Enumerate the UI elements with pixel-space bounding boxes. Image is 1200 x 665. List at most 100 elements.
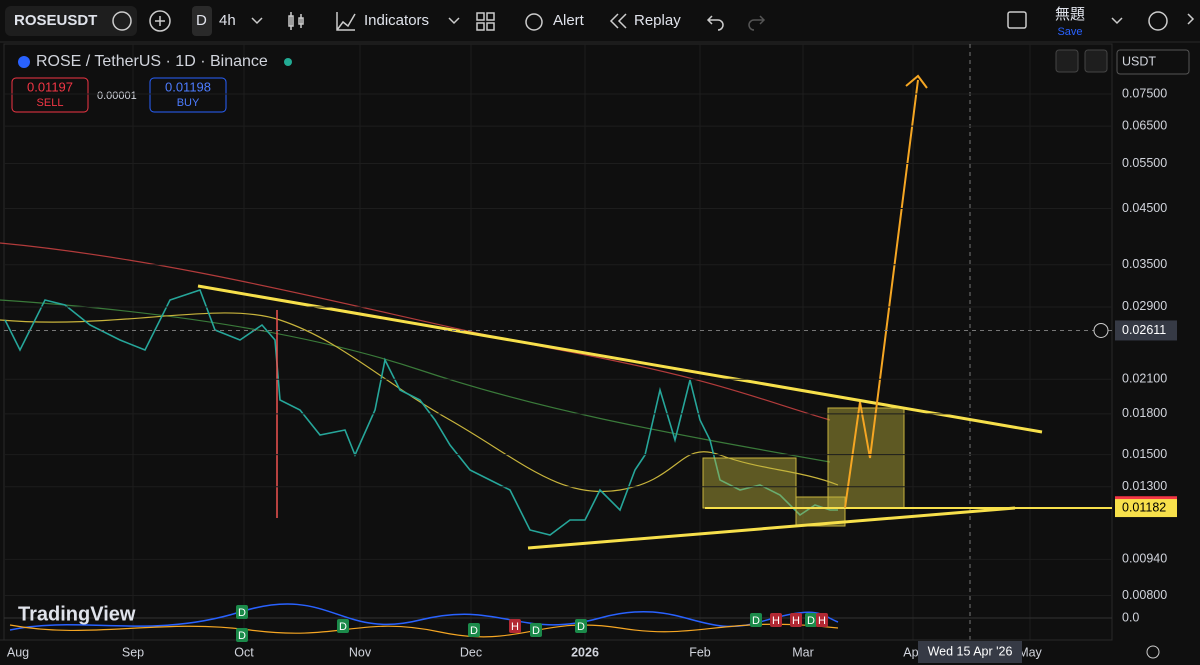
icon[interactable] [448, 17, 460, 25]
price-tick-label: 0.02900 [1122, 299, 1167, 313]
time-cursor-badge [918, 641, 1022, 663]
signal: H [772, 615, 780, 627]
pane [3, 43, 1113, 641]
crosshair-badge [1115, 320, 1177, 341]
icon[interactable] [609, 13, 627, 29]
level-label: 0.01182 [1122, 500, 1166, 514]
price-tick-label: 0.06500 [1122, 118, 1167, 132]
legend-title: ROSE / TetherUS · 1D · Binance [36, 53, 268, 70]
add-symbol[interactable] [149, 10, 171, 32]
layout-name[interactable]: 無題 [1055, 6, 1085, 23]
interval-box[interactable] [192, 6, 212, 36]
undo[interactable] [706, 15, 724, 31]
save[interactable]: Save [1057, 26, 1082, 38]
alert[interactable]: Alert [553, 12, 585, 29]
time-axis [0, 639, 1160, 659]
templates[interactable] [476, 12, 495, 31]
time-label: Dec [460, 645, 482, 659]
watermark: TradingView [18, 603, 136, 625]
price-tick-label: 0.01300 [1122, 479, 1167, 493]
buy-button[interactable] [149, 77, 227, 113]
price-tick-label: 0.03500 [1122, 257, 1167, 271]
signal-badge [805, 613, 817, 627]
signal: H [792, 615, 800, 627]
chart-type[interactable] [288, 12, 304, 30]
signal-badge [750, 613, 762, 627]
price-tick-label: 0.00800 [1122, 588, 1167, 602]
signal-badge [790, 613, 802, 627]
range-box [702, 457, 797, 509]
symbol-logo [18, 56, 30, 68]
icon[interactable] [112, 11, 132, 31]
sell-button[interactable] [11, 77, 89, 113]
signal-badge [236, 628, 248, 642]
price-tick-label: 0.00940 [1122, 552, 1167, 566]
signal-badge [337, 619, 349, 633]
time-label: 2026 [571, 645, 599, 659]
time-label: Feb [689, 645, 711, 659]
sell-label[interactable]: SELL [37, 97, 64, 109]
chart-pane: TradingView ROSE / TetherUS · 1D · Binan… [0, 43, 1113, 641]
signal: D [339, 621, 347, 633]
reset-button[interactable] [1084, 49, 1108, 73]
price-tick-label: 0.07500 [1122, 86, 1167, 100]
price-axis: USDT [1116, 49, 1190, 75]
interval[interactable]: 4h [219, 12, 236, 29]
settings[interactable] [1146, 645, 1160, 659]
target-box [827, 407, 905, 509]
time-label: Aug [7, 645, 29, 659]
signal-badge [575, 619, 587, 633]
status-dot [284, 58, 292, 66]
signal-badge [509, 619, 521, 633]
redo[interactable] [748, 15, 766, 31]
icon[interactable] [1187, 13, 1195, 25]
buy-price[interactable]: 0.01198 [165, 79, 211, 94]
indicator-signal [9, 623, 839, 638]
signal: D [577, 621, 585, 633]
time-label: Mar [792, 645, 814, 659]
signal: D [807, 615, 815, 627]
time-label: May [1018, 645, 1042, 659]
signal-badge [770, 613, 782, 627]
signal: H [818, 615, 826, 627]
scroll-button[interactable] [1055, 49, 1079, 73]
indicator-zero-label: 0.0 [1122, 610, 1139, 624]
signal-badge [468, 623, 480, 637]
icon[interactable] [525, 13, 543, 31]
price-tick-label: 0.04500 [1122, 201, 1167, 215]
indicators[interactable]: Indicators [364, 12, 429, 29]
icon[interactable] [336, 12, 356, 31]
icon[interactable] [1111, 17, 1123, 25]
icon[interactable] [1148, 11, 1168, 31]
sell-price[interactable]: 0.01197 [27, 79, 73, 94]
time-label: Sep [122, 645, 144, 659]
signal: D [532, 625, 540, 637]
icon [155, 16, 165, 26]
time-cursor: Wed 15 Apr '26 [928, 644, 1013, 658]
buy-label[interactable]: BUY [177, 97, 200, 109]
symbol-box[interactable] [5, 6, 137, 36]
grid [132, 44, 1031, 640]
replay[interactable]: Replay [634, 12, 681, 29]
price-line [4, 288, 838, 536]
add-alert[interactable] [1093, 322, 1109, 338]
price-tick-label: 0.01500 [1122, 447, 1167, 461]
spread: 0.00001 [97, 90, 137, 102]
interval[interactable]: D [196, 12, 207, 29]
signal: D [238, 607, 246, 619]
signal: D [470, 625, 478, 637]
signal-badge [236, 605, 248, 619]
signal-badge [530, 623, 542, 637]
price-tick-label: 0.05500 [1122, 156, 1167, 170]
time-label: Nov [349, 645, 372, 659]
layout[interactable] [1007, 11, 1027, 29]
symbol[interactable]: ROSEUSDT [14, 12, 97, 29]
price-tick-label: 0.01800 [1122, 406, 1167, 420]
currency-box[interactable] [1116, 49, 1190, 75]
time-label: Apr [903, 645, 922, 659]
icon[interactable] [251, 17, 263, 25]
crosshair-label: 0.02611 [1122, 323, 1166, 337]
toolbar: ROSEUSDT D 4h Indicators Alert Replay 無題… [0, 6, 1200, 43]
currency[interactable]: USDT [1122, 54, 1156, 68]
